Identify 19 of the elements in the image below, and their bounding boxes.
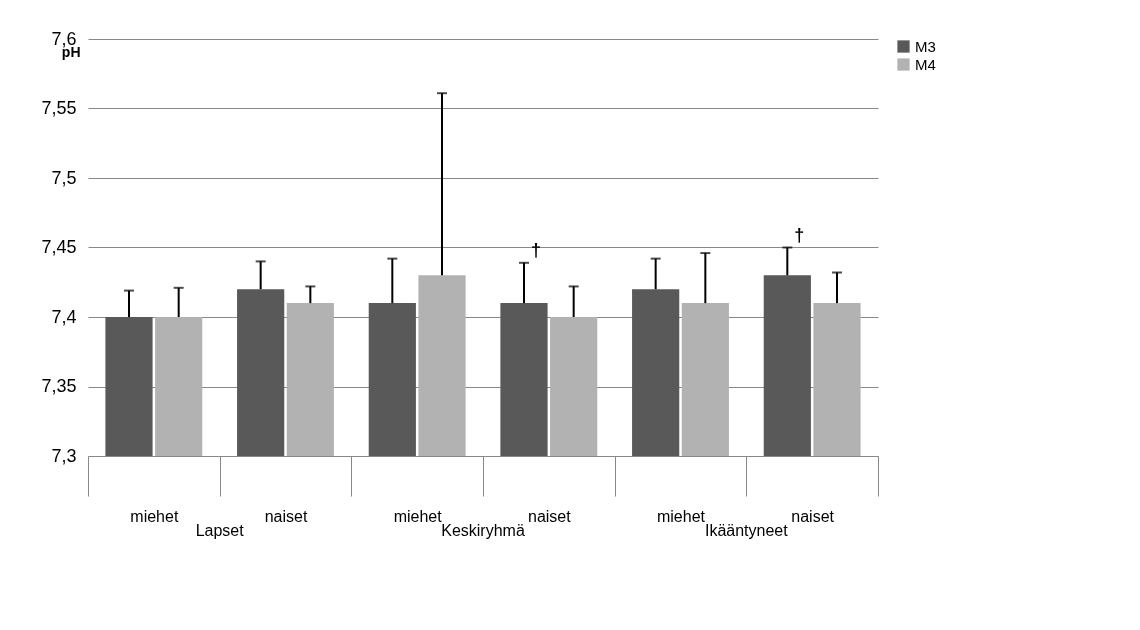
data-label: † <box>794 224 805 245</box>
x-tick-label: miehet <box>130 507 179 525</box>
text: Ikääntyneet <box>704 522 789 539</box>
x-tick-label: naiset <box>791 507 835 525</box>
x-tick-label: naiset <box>264 507 308 525</box>
legend-label: M4 <box>915 55 936 73</box>
y-tick-label: 7,55 <box>41 98 77 118</box>
x-tick-label: naiset <box>527 507 572 525</box>
text: Keskiryhmä <box>441 522 525 539</box>
y-tick-label: 7,3 <box>51 445 77 466</box>
y-tick-label: 7,35 <box>41 376 77 396</box>
y-tick-label: 7,45 <box>41 237 77 257</box>
y-tick-label: 7,5 <box>51 167 77 188</box>
legend-label: M3 <box>915 37 936 55</box>
x-tick-label: miehet <box>656 507 706 525</box>
data-label: † <box>530 239 541 260</box>
text: Lapset <box>195 522 245 539</box>
x-tick-label: miehet <box>393 507 443 525</box>
y-tick-label: 7,4 <box>51 306 77 327</box>
